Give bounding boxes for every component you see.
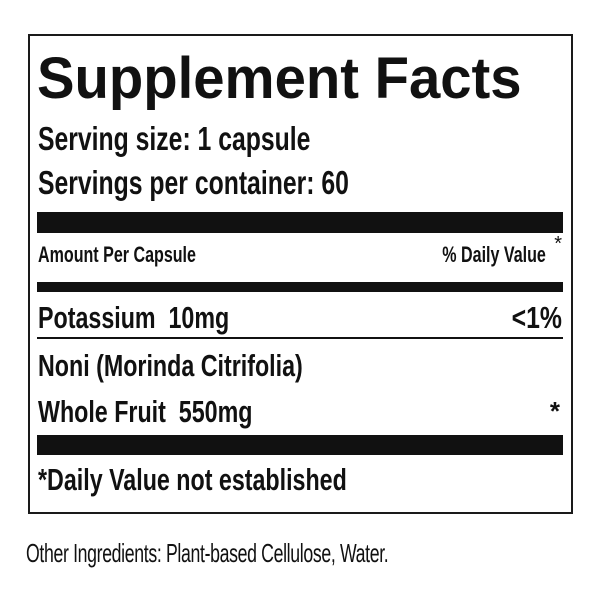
footnote: *Daily Value not established xyxy=(38,462,347,497)
serving-size: Serving size: 1 capsule xyxy=(38,120,311,157)
thick-divider xyxy=(37,435,563,455)
supplement-facts-panel xyxy=(28,34,573,514)
nutrient-row-dv: <1% xyxy=(511,300,562,335)
nutrient-row-name: Noni (Morinda Citrifolia) xyxy=(38,348,303,383)
panel-title: Supplement Facts xyxy=(37,46,522,111)
thick-divider xyxy=(37,212,563,233)
amount-per-capsule-header: Amount Per Capsule xyxy=(38,242,196,267)
servings-per-container: Servings per container: 60 xyxy=(38,164,349,201)
daily-value-label: % Daily Value xyxy=(442,242,546,267)
medium-divider xyxy=(37,282,563,292)
nutrient-row-name: Whole Fruit 550mg xyxy=(38,394,253,429)
thin-divider xyxy=(37,337,563,339)
daily-value-asterisk: * xyxy=(554,233,562,255)
other-ingredients: Other Ingredients: Plant-based Cellulose… xyxy=(26,538,389,568)
nutrient-row-dv: * xyxy=(549,396,560,426)
nutrient-row-name: Potassium 10mg xyxy=(38,300,230,335)
daily-value-header: % Daily Value xyxy=(442,244,546,266)
